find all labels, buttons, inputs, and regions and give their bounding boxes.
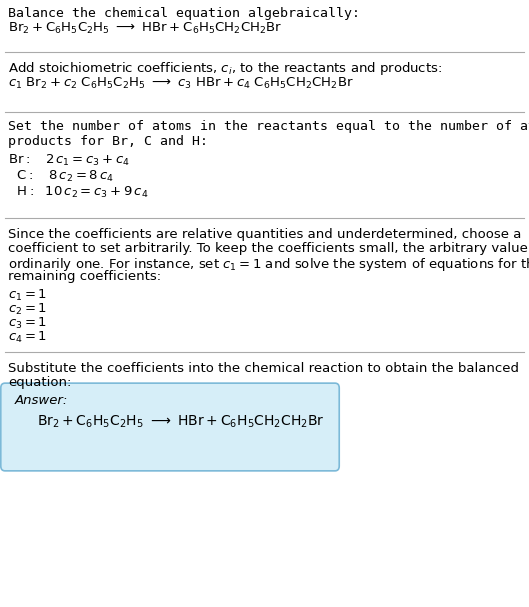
Text: Since the coefficients are relative quantities and underdetermined, choose a: Since the coefficients are relative quan… [8,228,522,241]
Text: Add stoichiometric coefficients, $c_i$, to the reactants and products:: Add stoichiometric coefficients, $c_i$, … [8,60,442,77]
Text: remaining coefficients:: remaining coefficients: [8,270,161,283]
Text: $c_1\ \mathrm{Br_2} + c_2\ \mathrm{C_6H_5C_2H_5} \ {\longrightarrow} \ c_3\ \mat: $c_1\ \mathrm{Br_2} + c_2\ \mathrm{C_6H_… [8,76,354,91]
Text: $c_3 = 1$: $c_3 = 1$ [8,316,47,331]
Text: coefficient to set arbitrarily. To keep the coefficients small, the arbitrary va: coefficient to set arbitrarily. To keep … [8,242,529,255]
Text: ordinarily one. For instance, set $c_1 = 1$ and solve the system of equations fo: ordinarily one. For instance, set $c_1 =… [8,256,529,273]
Text: Answer:: Answer: [14,394,68,407]
Text: $\mathrm{\ \ H{:}\ \ }10\,c_2 = c_3 + 9\,c_4$: $\mathrm{\ \ H{:}\ \ }10\,c_2 = c_3 + 9\… [8,185,149,200]
Text: $c_2 = 1$: $c_2 = 1$ [8,302,47,317]
Text: $\mathrm{Br_2 + C_6H_5C_2H_5 \ {\longrightarrow} \ HBr + C_6H_5CH_2CH_2Br}$: $\mathrm{Br_2 + C_6H_5C_2H_5 \ {\longrig… [37,414,324,430]
Text: equation:: equation: [8,376,71,389]
Text: products for Br, C and H:: products for Br, C and H: [8,135,208,148]
Text: Substitute the coefficients into the chemical reaction to obtain the balanced: Substitute the coefficients into the che… [8,362,519,375]
Text: $c_1 = 1$: $c_1 = 1$ [8,288,47,303]
Text: Balance the chemical equation algebraically:: Balance the chemical equation algebraica… [8,7,360,20]
Text: $c_4 = 1$: $c_4 = 1$ [8,330,47,345]
Text: $\mathrm{Br_2 + C_6H_5C_2H_5 \ {\longrightarrow} \ HBr + C_6H_5CH_2CH_2Br}$: $\mathrm{Br_2 + C_6H_5C_2H_5 \ {\longrig… [8,21,282,36]
Text: $\mathrm{Br{:}\ \ \ }2\,c_1 = c_3 + c_4$: $\mathrm{Br{:}\ \ \ }2\,c_1 = c_3 + c_4$ [8,153,130,168]
Text: Set the number of atoms in the reactants equal to the number of atoms in the: Set the number of atoms in the reactants… [8,120,529,133]
Text: $\mathrm{\ \ C{:}\ \ \ }8\,c_2 = 8\,c_4$: $\mathrm{\ \ C{:}\ \ \ }8\,c_2 = 8\,c_4$ [8,169,114,184]
